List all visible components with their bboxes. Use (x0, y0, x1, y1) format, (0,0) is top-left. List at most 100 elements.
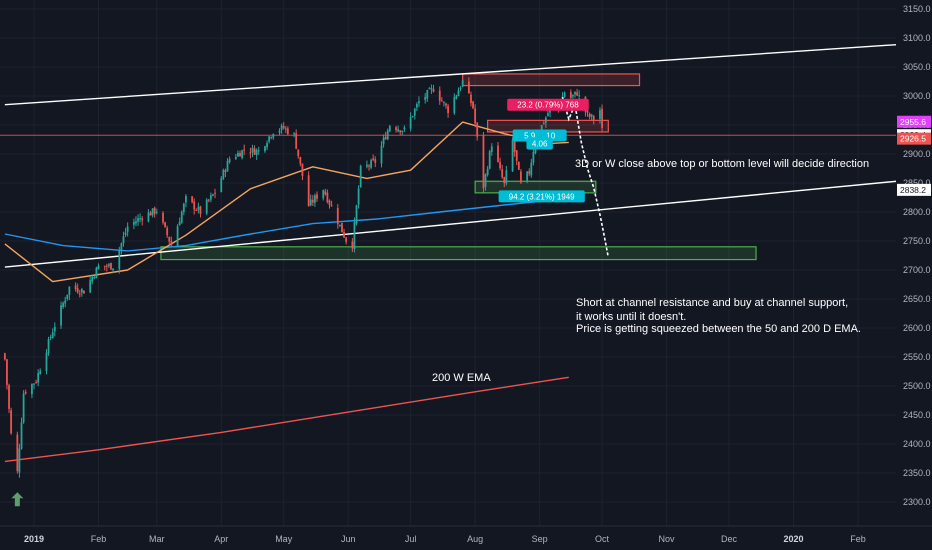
candle-body (544, 117, 547, 123)
candle-body (122, 236, 125, 244)
candle-body (93, 277, 96, 279)
x-tick-label: Jun (341, 534, 356, 544)
candle-body (220, 178, 223, 193)
strategy-line-3: Price is getting squeezed between the 50… (576, 323, 861, 335)
measure-label-text: 4.06 (532, 140, 548, 149)
price-tag-bg (897, 132, 931, 145)
candle-body (164, 222, 166, 227)
candle-body (326, 192, 329, 203)
candle-body (520, 171, 522, 183)
price-tag-text: 2926.5 (900, 134, 926, 144)
candle-body (168, 236, 171, 242)
candle-body (526, 171, 529, 182)
y-tick-label: 2700.0 (903, 265, 931, 275)
measure-label-box (507, 98, 589, 111)
candle-body (430, 88, 433, 90)
candle-body (341, 222, 343, 233)
candle-body (241, 150, 243, 158)
y-axis-panel (896, 0, 932, 550)
candle-body (588, 113, 591, 118)
candle-body (343, 232, 345, 238)
candle-body (124, 232, 127, 235)
candle-body (370, 160, 372, 168)
candle-body (299, 156, 302, 164)
candle-body (105, 265, 108, 267)
x-tick-label: Aug (467, 534, 483, 544)
candle-body (95, 267, 98, 279)
zone-box (462, 73, 641, 87)
candle-body (8, 385, 10, 409)
x-tick-label: Dec (721, 534, 738, 544)
candle-body (214, 192, 216, 194)
candle-body (293, 133, 296, 135)
x-tick-label: Nov (659, 534, 676, 544)
candle-body (66, 294, 69, 299)
candle-body (3, 353, 6, 360)
candle-body (590, 114, 593, 117)
candle-body (62, 303, 65, 308)
candle-body (499, 161, 502, 169)
channel-upper-line (4, 41, 927, 106)
candle-body (380, 145, 383, 164)
candle-body (280, 125, 283, 130)
y-tick-label: 2900.0 (903, 149, 931, 159)
candle-body (76, 288, 79, 293)
candle-body (592, 116, 595, 120)
candle-body (399, 130, 402, 133)
candle-body (170, 241, 173, 246)
candle-body (530, 162, 533, 176)
candle-body (120, 243, 123, 250)
candle-body (528, 171, 531, 174)
candle-body (205, 199, 208, 214)
x-tick-label: May (275, 534, 293, 544)
candle-body (141, 218, 144, 221)
candle-body (415, 104, 418, 108)
y-tick-label: 2400.0 (903, 439, 931, 449)
candle-body (511, 139, 514, 172)
moving-averages (4, 121, 569, 463)
candle-body (166, 227, 169, 236)
candle-body (453, 97, 456, 113)
candle-body (297, 149, 300, 157)
candle-body (517, 161, 520, 170)
y-tick-label: 2550.0 (903, 352, 931, 362)
candle-body (353, 222, 356, 249)
candle-body (209, 195, 212, 200)
price-tag: 2926.5 (897, 132, 931, 145)
measure-label-box (512, 129, 567, 142)
up-arrow-icon (11, 492, 24, 507)
price-tag-text: 2955.6 (900, 117, 926, 127)
price-tag-bg (897, 183, 931, 196)
candle-body (97, 265, 100, 270)
strategy-line-1: Short at channel resistance and buy at c… (576, 297, 848, 309)
y-tick-label: 2800.0 (903, 207, 931, 217)
candle-body (207, 199, 210, 201)
y-tick-label: 3150.0 (903, 4, 931, 14)
candle-body (336, 207, 339, 225)
candle-body (155, 211, 158, 213)
candle-body (601, 108, 603, 128)
candle-body (83, 290, 85, 294)
candle-body (237, 152, 239, 157)
y-tick-label: 3100.0 (903, 33, 931, 43)
y-tick-label: 2850.0 (903, 178, 931, 188)
measure-label-box (498, 190, 585, 203)
candle-body (515, 150, 518, 161)
candle-body (47, 339, 50, 354)
candle-body (505, 170, 508, 184)
candle-body (126, 226, 129, 232)
y-tick-label: 2450.0 (903, 410, 931, 420)
candle-body (401, 130, 404, 133)
candle-body (403, 127, 406, 130)
candle-body (162, 212, 164, 223)
strategy-line-2: it works until it doesn't. (576, 311, 686, 323)
candle-body (426, 90, 429, 99)
candle-body (251, 147, 254, 153)
direction-note: 3D or W close above top or bottom level … (575, 158, 869, 170)
candle-body (486, 168, 489, 175)
candle-body (257, 150, 260, 152)
x-tick-label: Sep (532, 534, 548, 544)
